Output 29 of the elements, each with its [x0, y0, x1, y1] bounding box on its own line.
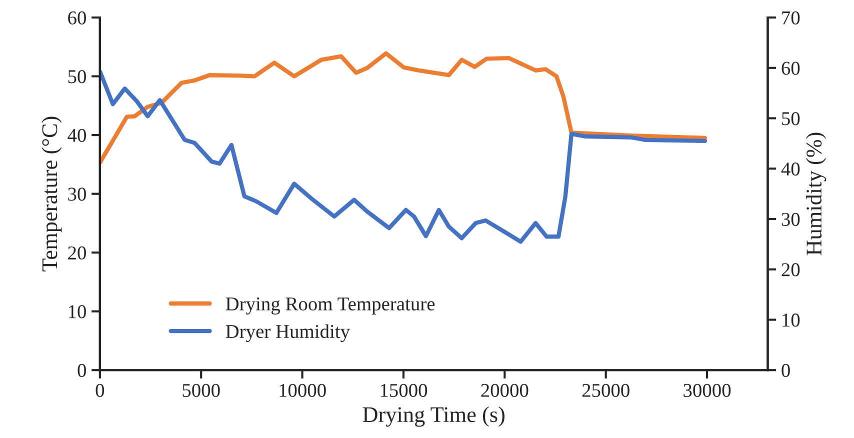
x-tick-label: 20000 — [481, 384, 528, 397]
y2-axis-title: Humidity (%) — [806, 132, 826, 256]
legend-label: Drying Room Temperature — [226, 297, 435, 315]
y-tick-label: 60 — [68, 11, 86, 24]
y2-tick-label: 60 — [782, 62, 800, 75]
y2-tick-label: 70 — [782, 11, 800, 24]
line-series — [100, 51, 708, 165]
x-tick-label: 5000 — [182, 384, 220, 397]
x-axis-title: Drying Time (s) — [362, 406, 504, 427]
y-tick-label: 50 — [68, 70, 86, 84]
y2-tick-label: 50 — [782, 112, 800, 126]
y-tick-label: 10 — [68, 305, 86, 318]
x-tick-label: 10000 — [280, 384, 326, 397]
y-tick-label: 40 — [68, 128, 86, 142]
y2-tick-label: 40 — [781, 162, 800, 176]
y2-tick-label: 10 — [782, 314, 800, 327]
x-tick-label: 30000 — [684, 384, 731, 397]
y2-tick-label: 0 — [782, 364, 790, 378]
x-tick-label: 25000 — [582, 384, 630, 397]
y-tick-label: 30 — [68, 188, 86, 201]
y-axis-title: Temperature (°C) — [42, 116, 62, 272]
y-tick-label: 20 — [68, 246, 86, 260]
y-tick-label: 0 — [78, 364, 86, 378]
y2-tick-label: 20 — [782, 263, 800, 276]
x-tick-label: 15000 — [380, 384, 428, 397]
line-series — [100, 69, 708, 244]
legend-label: Dryer Humidity — [226, 324, 350, 342]
x-tick-label: 0 — [96, 384, 104, 397]
y2-tick-label: 30 — [782, 212, 800, 226]
